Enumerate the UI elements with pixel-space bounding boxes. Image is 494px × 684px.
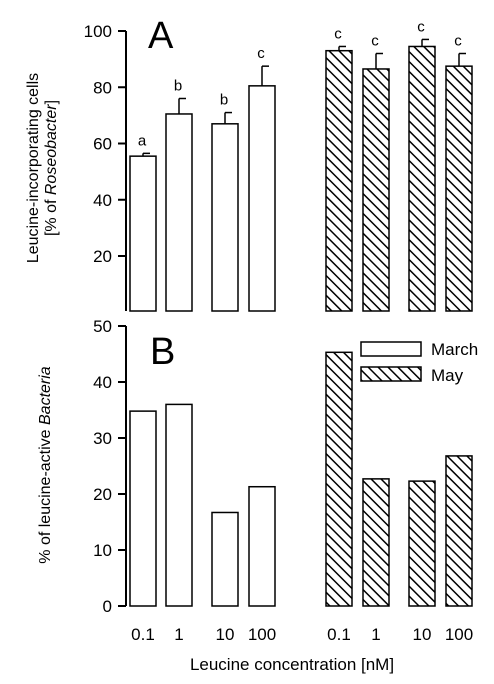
panel-b-letter: B	[150, 331, 175, 373]
panel-a-significance-letter: c	[371, 33, 379, 50]
legend-label-march: March	[431, 340, 478, 359]
panel-b-bar-march-0.1	[129, 410, 157, 607]
panel-a-bar-may-100	[445, 65, 473, 312]
x-tick-label: 1	[371, 625, 380, 644]
panel-b-ylabel-italic: Bacteria	[37, 366, 54, 425]
x-tick-labels: 0.1 1 10 100 0.1 1 10 100	[131, 625, 473, 644]
panel-a-y-tick-label: 40	[93, 191, 112, 210]
panel-b-bar-may-1	[362, 478, 390, 607]
panel-a-significance-letter: c	[454, 33, 462, 50]
panel-a-ylabel-line2: [% of Roseobacter]	[43, 100, 60, 236]
panel-b-bar-march-1	[165, 403, 193, 607]
panel-a-bars: a b b c c c c c	[129, 18, 473, 312]
panel-a-ylabel-prefix: [% of	[43, 195, 60, 236]
panel-b-bar-may-100	[445, 455, 473, 607]
x-tick-label: 10	[413, 625, 432, 644]
panel-b-ylabel-prefix: % of leucine-active	[37, 425, 54, 564]
panel-b-bar-march-100	[248, 485, 276, 607]
panel-b-ylabel: % of leucine-active Bacteria	[37, 366, 54, 564]
panel-a-significance-letter: c	[417, 18, 425, 35]
panel-a-significance-letter: b	[174, 78, 182, 95]
legend: March May	[360, 340, 478, 385]
panel-a-significance-letter: c	[257, 45, 265, 62]
panel-a-ylabel-line1: Leucine-incorporating cells	[25, 73, 42, 263]
panel-a-bar-may-1	[362, 68, 390, 312]
panel-a-significance-letter: c	[334, 25, 342, 42]
legend-swatch-may	[360, 366, 422, 382]
panel-a-ylabel-suffix: ]	[43, 100, 60, 104]
panel-a-significance-letter: b	[220, 92, 228, 109]
panel-b-y-tick-label: 20	[93, 485, 112, 504]
x-tick-label: 1	[174, 625, 183, 644]
panel-a-bar-march-100	[248, 85, 276, 312]
panel-a-bar-march-0.1	[129, 155, 157, 312]
panel-b-y-tick-label: 0	[103, 597, 112, 616]
x-tick-label: 0.1	[131, 625, 155, 644]
panel-b-bar-may-0.1	[325, 351, 353, 607]
panel-a-y-tick-label: 20	[93, 247, 112, 266]
panel-a-ylabel-italic: Roseobacter	[43, 104, 60, 195]
panel-a-bar-march-10	[211, 123, 239, 312]
legend-label-may: May	[431, 366, 464, 385]
panel-a-bar-may-0.1	[325, 49, 353, 312]
panel-a-axis: 20 40 60 80 100	[84, 22, 127, 311]
panel-a-significance-letter: a	[138, 132, 147, 149]
panel-b-bar-may-10	[408, 480, 436, 607]
panel-b-y-tick-label: 30	[93, 429, 112, 448]
panel-a-y-tick-label: 60	[93, 135, 112, 154]
panel-b-y-tick-label: 10	[93, 541, 112, 560]
panel-b-bars	[129, 351, 473, 607]
x-tick-label: 100	[248, 625, 276, 644]
x-tick-label: 100	[445, 625, 473, 644]
panel-a-bar-may-10	[408, 45, 436, 312]
panel-a: A Leucine-incorporating cells [% of Rose…	[25, 15, 473, 312]
x-tick-label: 0.1	[327, 625, 351, 644]
panel-a-y-tick-label: 100	[84, 22, 112, 41]
legend-swatch-march	[360, 341, 422, 357]
panel-b-bar-march-10	[211, 511, 239, 607]
panel-b-axis: 0 10 20 30 40 50	[93, 317, 127, 616]
panel-b-y-tick-label: 50	[93, 317, 112, 336]
x-tick-label: 10	[216, 625, 235, 644]
panel-b-y-tick-label: 40	[93, 373, 112, 392]
panel-a-letter: A	[148, 15, 174, 57]
panel-b: B % of leucine-active Bacteria 0 10 20 30 40…	[37, 317, 478, 616]
panel-a-y-tick-label: 80	[93, 78, 112, 97]
panel-a-bar-march-1	[165, 113, 193, 312]
x-axis-label: Leucine concentration [nM]	[190, 655, 394, 674]
